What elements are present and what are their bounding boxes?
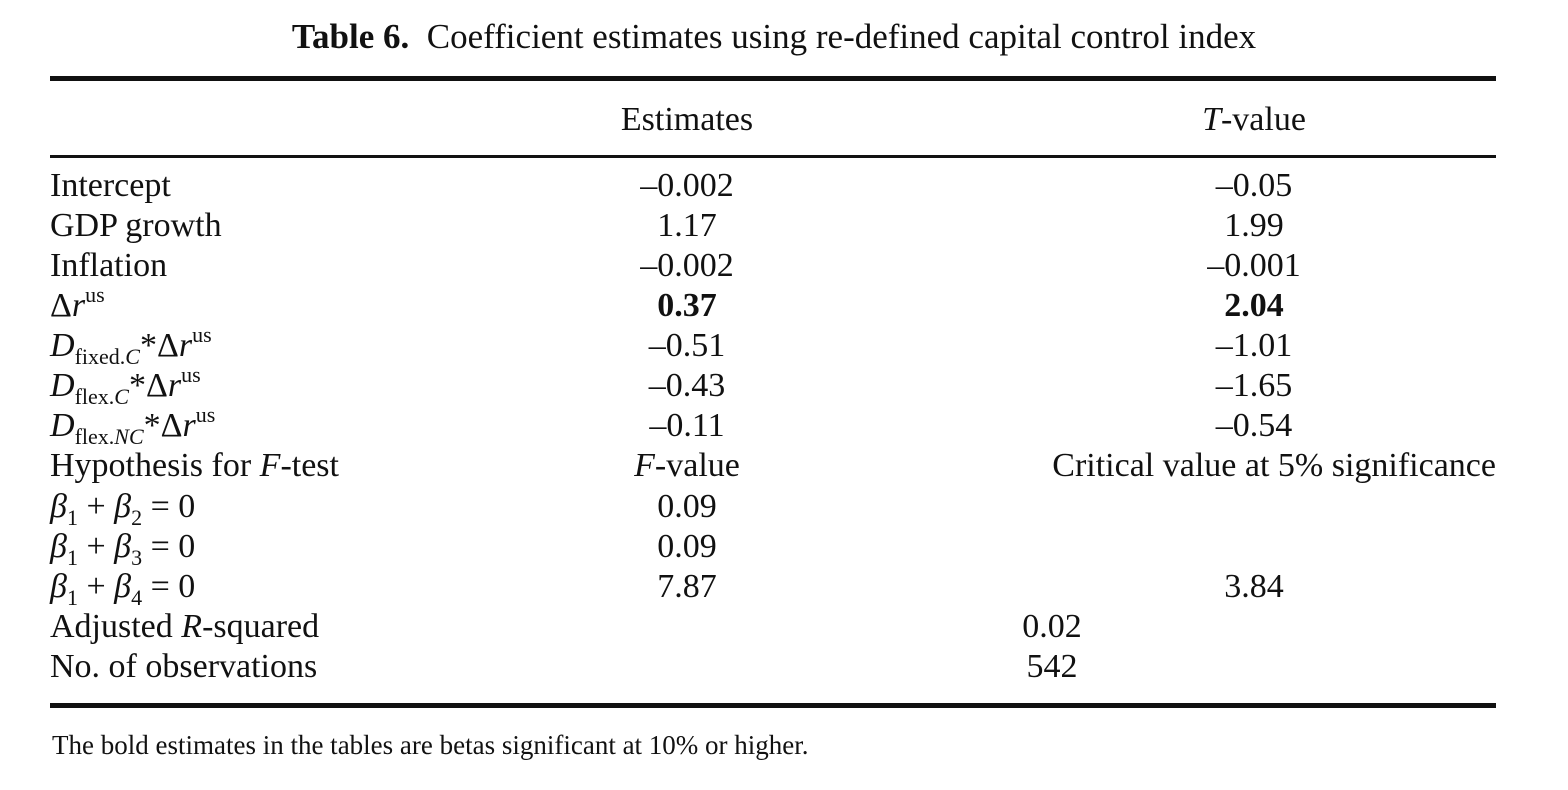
t-value-d-flex-c: –1.65 [1215,367,1293,404]
bottom-rule [50,703,1496,708]
row-label-inflation: Inflation [50,247,168,284]
estimate-d-flex-c: –0.43 [648,367,726,404]
row-label-gdp-growth: GDP growth [50,207,222,244]
f-value-b1-b2: 0.09 [657,488,717,525]
hypothesis-b1-b2: β1 + β2 = 0 [50,488,196,530]
observations-value: 542 [1026,648,1078,685]
row-label-hypothesis-f-test: Hypothesis for F-test [50,447,339,484]
header-f-value: F-value [634,447,740,484]
top-rule [50,76,1496,81]
table-caption: Table 6. Coefficient estimates using re-… [0,14,1548,60]
row-label-delta-r-us: Δrus [50,282,105,325]
estimate-gdp-growth: 1.17 [657,207,717,244]
f-value-b1-b4: 7.87 [657,568,717,605]
header-t-value: T-value [1202,101,1306,138]
estimate-delta-r-us: 0.37 [657,287,717,324]
t-value-inflation: –0.001 [1207,247,1301,284]
header-critical-value: Critical value at 5% significance [1052,447,1496,484]
row-label-d-flex-nc: Dflex.NC*Δrus [50,402,216,449]
row-label-d-fixed-c: Dfixed.C*Δrus [50,322,212,369]
row-label-observations: No. of observations [50,648,318,685]
estimate-d-flex-nc: –0.11 [649,407,725,444]
row-label-adjusted-r-squared: Adjusted R-squared [50,608,320,645]
estimate-intercept: –0.002 [640,167,734,204]
table-title: Coefficient estimates using re-defined c… [426,17,1257,56]
adjusted-r-squared-value: 0.02 [1022,608,1082,645]
header-rule [50,155,1496,158]
table-footnote: The bold estimates in the tables are bet… [52,730,809,760]
hypothesis-b1-b4: β1 + β4 = 0 [50,568,196,610]
estimate-inflation: –0.002 [640,247,734,284]
estimate-d-fixed-c: –0.51 [648,327,726,364]
header-estimates: Estimates [620,101,754,138]
t-value-d-flex-nc: –0.54 [1215,407,1293,444]
row-label-intercept: Intercept [50,167,171,204]
hypothesis-b1-b3: β1 + β3 = 0 [50,528,196,570]
table-number: Table 6. [291,17,410,56]
t-value-gdp-growth: 1.99 [1224,207,1284,244]
t-value-delta-r-us: 2.04 [1224,287,1284,324]
f-value-b1-b3: 0.09 [657,528,717,565]
t-value-d-fixed-c: –1.01 [1215,327,1293,364]
critical-value-b1-b4: 3.84 [1224,568,1284,605]
row-label-d-flex-c: Dflex.C*Δrus [50,362,201,409]
t-value-intercept: –0.05 [1215,167,1293,204]
